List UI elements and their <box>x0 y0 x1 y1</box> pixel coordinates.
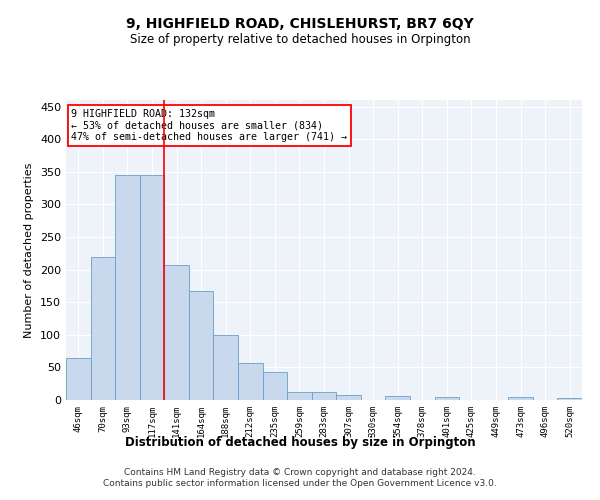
Bar <box>385 396 410 400</box>
Text: Distribution of detached houses by size in Orpington: Distribution of detached houses by size … <box>125 436 475 449</box>
Bar <box>557 398 582 400</box>
Bar <box>164 265 189 400</box>
Bar <box>214 336 238 400</box>
Bar <box>189 291 214 400</box>
Text: Contains HM Land Registry data © Crown copyright and database right 2024.: Contains HM Land Registry data © Crown c… <box>124 468 476 477</box>
Bar <box>312 392 336 400</box>
Bar <box>336 396 361 400</box>
Bar <box>66 358 91 400</box>
Text: Contains public sector information licensed under the Open Government Licence v3: Contains public sector information licen… <box>103 480 497 488</box>
Bar <box>115 175 140 400</box>
Y-axis label: Number of detached properties: Number of detached properties <box>25 162 34 338</box>
Bar <box>140 175 164 400</box>
Text: 9, HIGHFIELD ROAD, CHISLEHURST, BR7 6QY: 9, HIGHFIELD ROAD, CHISLEHURST, BR7 6QY <box>126 18 474 32</box>
Bar <box>287 392 312 400</box>
Text: 9 HIGHFIELD ROAD: 132sqm
← 53% of detached houses are smaller (834)
47% of semi-: 9 HIGHFIELD ROAD: 132sqm ← 53% of detach… <box>71 109 347 142</box>
Bar <box>434 396 459 400</box>
Bar <box>263 372 287 400</box>
Text: Size of property relative to detached houses in Orpington: Size of property relative to detached ho… <box>130 32 470 46</box>
Bar <box>508 398 533 400</box>
Bar <box>238 364 263 400</box>
Bar <box>91 256 115 400</box>
